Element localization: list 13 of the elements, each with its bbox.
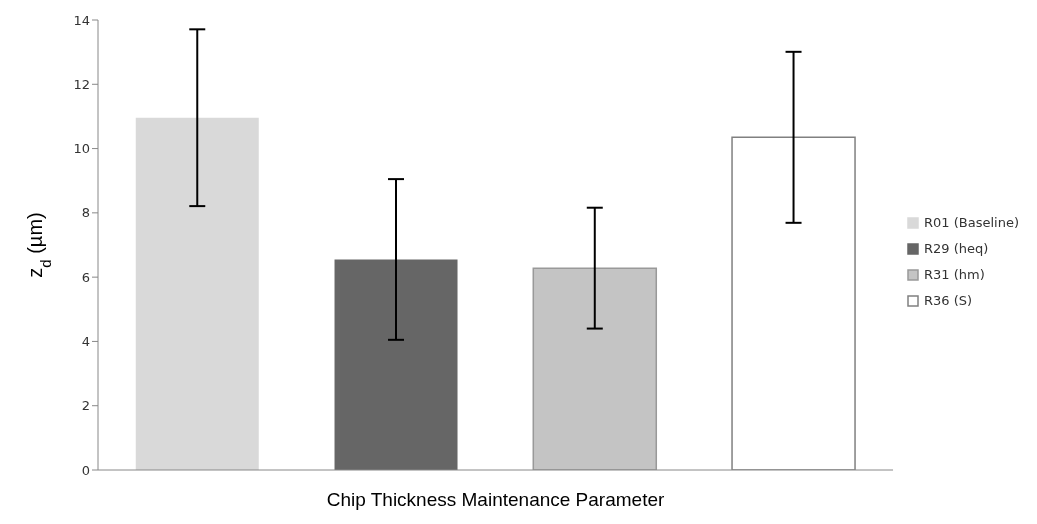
y-tick-label: 12: [73, 76, 90, 92]
legend-label: R31 (hm): [924, 266, 985, 284]
y-tick-label: 14: [73, 12, 90, 28]
legend-label: R29 (heq): [924, 240, 989, 258]
legend-label: R36 (S): [924, 292, 973, 310]
y-tick-label: 2: [81, 398, 90, 414]
legend-label: R01 (Baseline): [924, 214, 1019, 232]
x-axis-title: Chip Thickness Maintenance Parameter: [326, 489, 665, 510]
y-tick-label: 4: [81, 334, 90, 350]
y-tick-label: 6: [81, 269, 90, 285]
y-tick-label: 8: [81, 205, 90, 221]
y-tick-label: 0: [81, 462, 90, 478]
y-tick-label: 10: [73, 141, 90, 157]
